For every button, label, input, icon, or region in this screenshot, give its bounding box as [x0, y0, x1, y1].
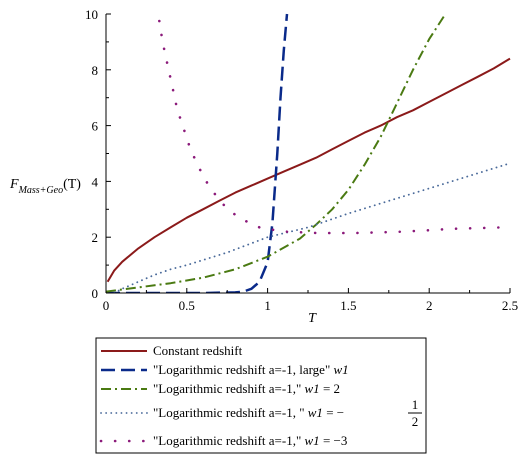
series-line-1 [106, 13, 289, 293]
y-axis-label-sub: Mass+Geo [18, 185, 64, 196]
y-tick-label: 2 [92, 230, 99, 245]
y-axis-label-main: F [9, 177, 19, 192]
y-tick-label: 6 [92, 119, 99, 134]
y-axis-label-arg: (T) [63, 177, 81, 192]
y-axis-label: FMass+Geo(T) [9, 177, 81, 196]
legend-item-log-large: "Logarithmic redshift a=-1, large" w1 [101, 362, 349, 377]
x-tick-label: 0 [103, 298, 110, 313]
legend: Constant redshift "Logarithmic redshift … [95, 337, 427, 454]
y-tick-label: 10 [85, 7, 98, 22]
x-tick-label: 2.5 [502, 298, 518, 313]
series-line-2 [106, 13, 447, 293]
legend-label-constant-redshift: Constant redshift [153, 343, 243, 358]
legend-label-log-w1-minus-3: "Logarithmic redshift a=-1," w1 = −3 [153, 433, 347, 448]
plot-lines [106, 13, 511, 293]
y-tick-label: 0 [92, 286, 99, 301]
x-tick-label: 1.5 [340, 298, 356, 313]
y-tick-label: 4 [92, 174, 99, 189]
legend-label-log-large: "Logarithmic redshift a=-1, large" w1 [153, 362, 349, 377]
x-tick-label: 2 [426, 298, 433, 313]
legend-item-constant-redshift: Constant redshift [101, 343, 243, 358]
legend-fraction-numerator: 1 [412, 397, 419, 412]
series-line-4 [158, 19, 504, 235]
x-axis-label: T [308, 311, 317, 326]
x-tick-label: 1 [264, 298, 271, 313]
legend-item-log-w1-minus-half: "Logarithmic redshift a=-1, " w1 = − 1 2 [100, 397, 422, 429]
legend-fraction-denominator: 2 [412, 414, 419, 429]
ticks: 0 0.5 1 1.5 2 2.5 0 2 4 6 8 10 [85, 7, 518, 313]
legend-label-log-w1-2: "Logarithmic redshift a=-1," w1 = 2 [153, 381, 340, 396]
x-tick-label: 0.5 [179, 298, 195, 313]
legend-item-log-w1-minus-3: "Logarithmic redshift a=-1," w1 = −3 [99, 433, 347, 448]
axes [105, 14, 510, 294]
series-line-3 [113, 162, 511, 293]
legend-label-log-w1-minus-half: "Logarithmic redshift a=-1, " w1 = − [153, 405, 344, 420]
series-line-0 [106, 57, 511, 283]
y-tick-label: 8 [92, 63, 99, 78]
svg-text:FMass+Geo(T): FMass+Geo(T) [9, 177, 81, 196]
legend-box [95, 337, 427, 454]
legend-item-log-w1-2: "Logarithmic redshift a=-1," w1 = 2 [101, 381, 340, 396]
